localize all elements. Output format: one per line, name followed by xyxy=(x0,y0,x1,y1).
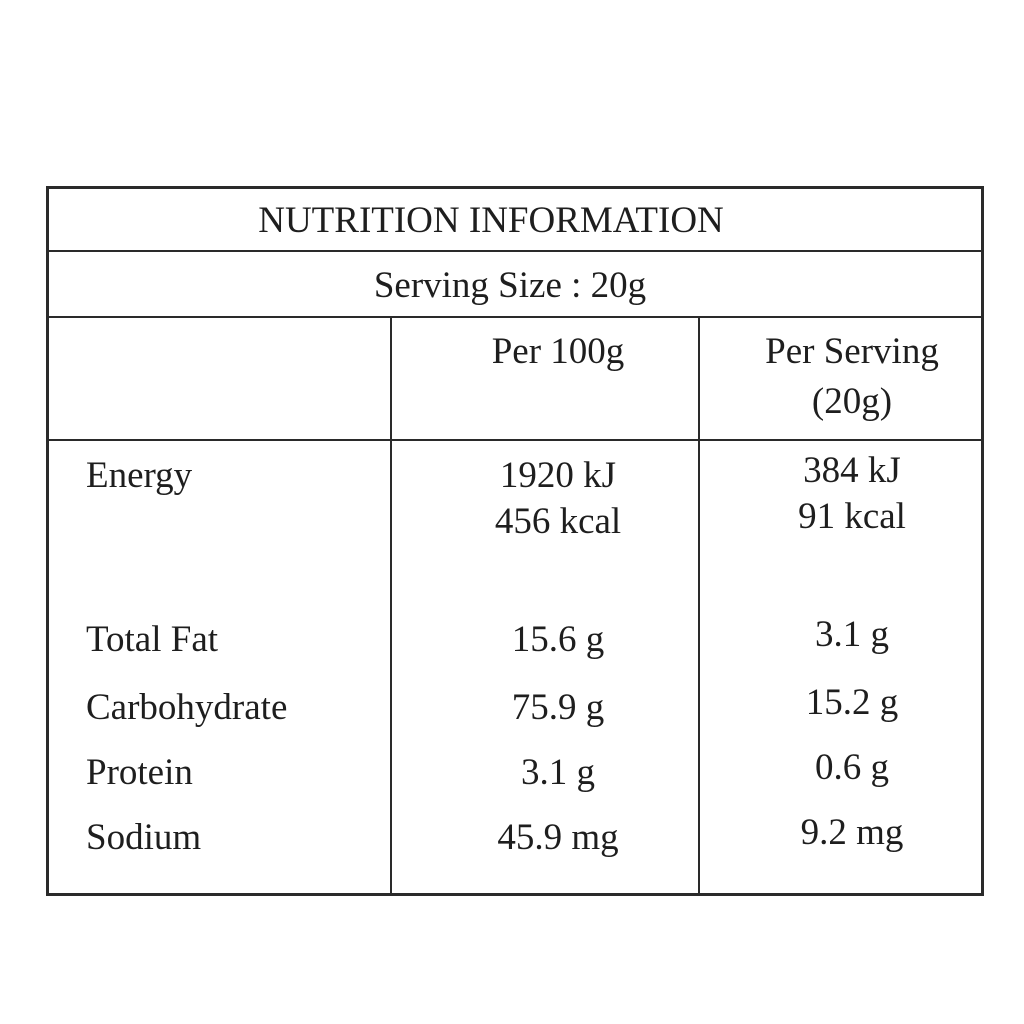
cell-value: 0.6 g xyxy=(815,747,889,788)
row-label: Sodium xyxy=(86,817,202,858)
row-label: Carbohydrate xyxy=(86,687,288,728)
cell-value: 3.1 g xyxy=(815,614,889,655)
cell-value: 9.2 mg xyxy=(800,812,904,853)
title: NUTRITION INFORMATION xyxy=(258,200,724,241)
row-label: Total Fat xyxy=(86,619,219,660)
cell-value: 45.9 mg xyxy=(497,817,619,858)
column-header: (20g) xyxy=(811,381,893,422)
row-label: Protein xyxy=(86,752,193,793)
column-divider xyxy=(390,316,392,896)
cell-value: 91 kcal xyxy=(798,496,906,537)
border-right xyxy=(981,186,984,896)
border-left xyxy=(46,186,49,896)
serving-size: Serving Size : 20g xyxy=(373,265,647,306)
cell-value: 75.9 g xyxy=(511,687,605,728)
cell-value: 3.1 g xyxy=(521,752,595,793)
column-header: Per Serving xyxy=(765,331,939,372)
cell-value: 384 kJ xyxy=(803,450,901,491)
row-label: Energy xyxy=(86,455,193,496)
cell-value: 15.2 g xyxy=(805,682,899,723)
cell-value: 1920 kJ xyxy=(499,455,617,496)
rule xyxy=(46,250,984,252)
border-top xyxy=(46,186,984,189)
cell-value: 15.6 g xyxy=(511,619,605,660)
rule xyxy=(46,439,984,441)
cell-value: 456 kcal xyxy=(494,501,622,542)
border-bottom xyxy=(46,893,984,896)
rule xyxy=(46,316,984,318)
column-divider xyxy=(698,316,700,896)
column-header: Per 100g xyxy=(491,331,625,372)
